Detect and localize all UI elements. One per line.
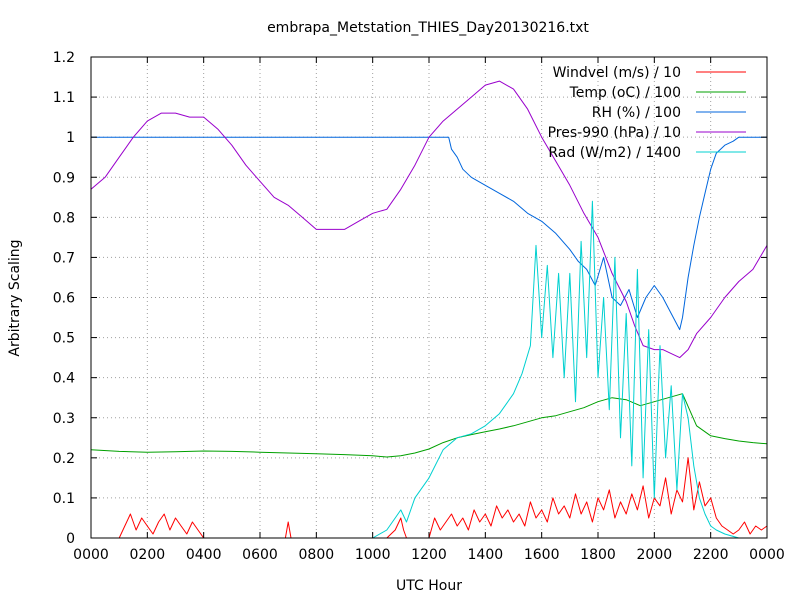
y-tick-label: 0.5 bbox=[53, 331, 75, 347]
legend-label-4: Pres-990 (hPa) / 10 bbox=[548, 125, 681, 141]
series-line-5 bbox=[91, 200, 767, 539]
x-tick-label: 1800 bbox=[580, 547, 616, 563]
y-tick-label: 0.3 bbox=[53, 411, 75, 427]
legend: Windvel (m/s) / 10 Temp (oC) / 100 RH (%) … bbox=[548, 65, 746, 161]
series-line-2 bbox=[90, 393, 768, 458]
x-tick-label: 0400 bbox=[186, 547, 222, 563]
y-tick-label: 0 bbox=[66, 531, 75, 547]
x-tick-label: 1400 bbox=[468, 547, 504, 563]
y-tick-label: 0.4 bbox=[53, 371, 75, 387]
y-tick-label: 0.6 bbox=[53, 291, 75, 307]
series-line-3 bbox=[91, 136, 767, 331]
plot-series bbox=[90, 80, 768, 539]
y-tick-label: 1 bbox=[66, 130, 75, 146]
y-tick-label: 0.8 bbox=[53, 210, 75, 226]
x-tick-label: 0600 bbox=[242, 547, 278, 563]
series-line-4 bbox=[90, 80, 768, 359]
y-tick-label: 0.1 bbox=[53, 491, 75, 507]
x-tick-label: 2000 bbox=[637, 547, 673, 563]
y-tick-label: 1.2 bbox=[53, 50, 75, 66]
chart-title: embrapa_Metstation_THIES_Day20130216.txt bbox=[267, 20, 589, 36]
y-tick-label: 0.7 bbox=[53, 250, 75, 266]
x-tick-label: 1000 bbox=[355, 547, 391, 563]
x-tick-label: 1200 bbox=[411, 547, 447, 563]
legend-label-3: RH (%) / 100 bbox=[592, 105, 681, 121]
legend-label-1: Windvel (m/s) / 10 bbox=[553, 65, 681, 81]
axis-ticks: 0000 0200 0400 0600 0800 1000 1200 1400 1600 1800… bbox=[53, 50, 785, 563]
x-tick-label: 0200 bbox=[130, 547, 166, 563]
x-axis-label: UTC Hour bbox=[396, 578, 462, 594]
y-tick-label: 0.9 bbox=[53, 170, 75, 186]
y-tick-label: 0.2 bbox=[53, 451, 75, 467]
x-tick-label: 0000 bbox=[749, 547, 785, 563]
x-tick-label: 2200 bbox=[693, 547, 729, 563]
y-axis-label: Arbitrary Scaling bbox=[7, 239, 23, 356]
x-tick-label: 1600 bbox=[524, 547, 560, 563]
x-tick-label: 0000 bbox=[73, 547, 109, 563]
x-tick-label: 0800 bbox=[299, 547, 335, 563]
y-tick-label: 1.1 bbox=[53, 90, 75, 106]
legend-label-5: Rad (W/m2) / 1400 bbox=[548, 145, 681, 161]
series-line-1 bbox=[91, 457, 768, 539]
legend-label-2: Temp (oC) / 100 bbox=[569, 85, 681, 101]
